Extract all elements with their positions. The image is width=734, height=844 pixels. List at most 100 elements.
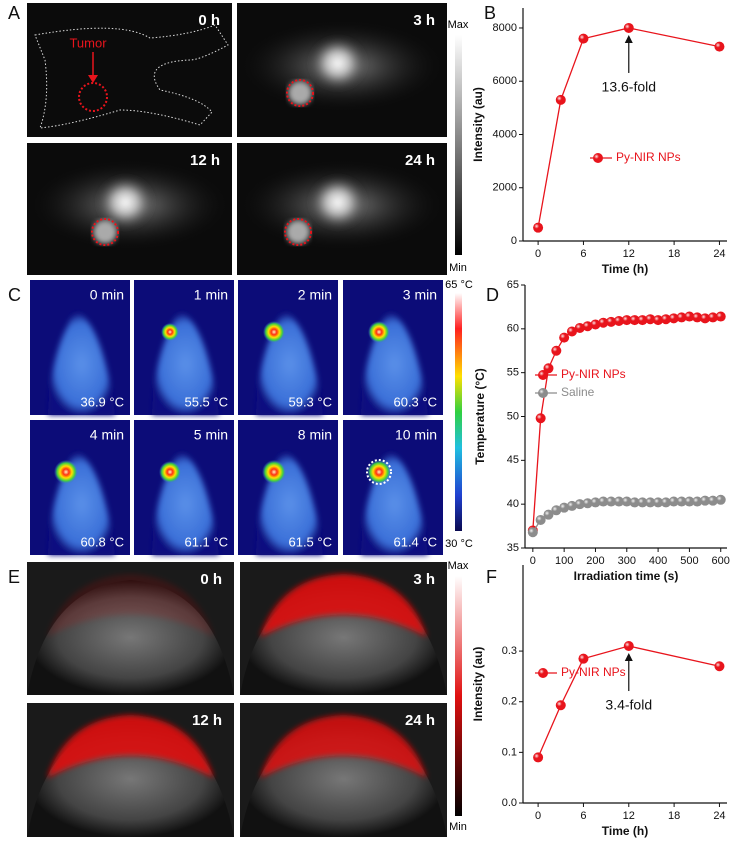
hotspot <box>161 323 179 341</box>
tumor-label: Tumor <box>69 35 107 50</box>
y-tick-label: 4000 <box>493 128 517 140</box>
marker <box>578 33 589 44</box>
legend-marker <box>538 370 548 380</box>
tumor-glow <box>286 220 310 244</box>
marker-shine <box>606 496 617 507</box>
marker <box>613 315 624 326</box>
temperature-label: 60.3 °C <box>393 394 437 409</box>
marker-shine <box>668 313 679 324</box>
x-tick-label: 300 <box>618 555 636 567</box>
x-tick-label: 24 <box>713 248 725 260</box>
marker <box>527 527 538 538</box>
marker-shine <box>660 497 671 508</box>
marker-shine <box>714 661 725 672</box>
marker-shine <box>700 313 711 324</box>
marker-shine <box>574 499 585 510</box>
panel-letter: E <box>8 567 20 587</box>
legend-shine <box>538 668 548 678</box>
marker-shine <box>684 496 695 507</box>
marker <box>555 94 566 105</box>
marker <box>715 494 726 505</box>
pa-signal <box>47 574 214 637</box>
marker <box>629 497 640 508</box>
marker <box>578 653 589 664</box>
marker <box>676 312 687 323</box>
marker <box>533 222 544 233</box>
marker <box>668 496 679 507</box>
pa-signal <box>260 715 427 778</box>
marker <box>566 500 577 511</box>
marker <box>535 413 546 424</box>
marker <box>715 311 726 322</box>
marker <box>551 345 562 356</box>
tumor-glow <box>93 220 117 244</box>
annotation: 13.6-fold <box>602 79 656 95</box>
marker <box>598 496 609 507</box>
y-tick-label: 35 <box>507 542 519 554</box>
time-label: 2 min <box>298 287 332 303</box>
marker-shine <box>559 332 570 343</box>
tumor-circle <box>284 218 312 246</box>
x-tick-label: 600 <box>712 555 730 567</box>
marker <box>637 315 648 326</box>
y-tick-label: 8000 <box>493 22 517 34</box>
marker <box>621 315 632 326</box>
marker <box>559 502 570 513</box>
y-tick-label: 0.3 <box>502 645 517 657</box>
colorbar-max: Max <box>448 19 469 31</box>
y-axis-label: Temperature (°C) <box>473 368 487 465</box>
thermal-mouse <box>48 312 115 415</box>
legend-label: Py-NIR NPs <box>561 367 626 381</box>
time-label: 8 min <box>298 427 332 443</box>
annotation-arrowhead <box>624 34 633 43</box>
x-axis-label: Irradiation time (s) <box>574 569 679 583</box>
image-label: 0 h <box>198 12 220 29</box>
marker-shine <box>559 502 570 513</box>
marker <box>582 498 593 509</box>
marker <box>566 326 577 337</box>
marker <box>700 313 711 324</box>
tumor-circle <box>366 459 392 485</box>
marker <box>606 496 617 507</box>
marker-shine <box>555 94 566 105</box>
y-tick-label: 0.1 <box>502 746 517 758</box>
marker <box>714 661 725 672</box>
y-tick-label: 6000 <box>493 75 517 87</box>
marker-shine <box>533 752 544 763</box>
marker-shine <box>645 497 656 508</box>
marker <box>653 315 664 326</box>
hotspot <box>263 321 285 343</box>
marker-shine <box>535 413 546 424</box>
marker-shine <box>637 315 648 326</box>
time-label: 4 min <box>90 427 124 443</box>
hotspot <box>367 460 391 484</box>
marker-shine <box>645 314 656 325</box>
temperature-label: 61.1 °C <box>184 534 228 549</box>
marker <box>590 319 601 330</box>
image-label: 12 h <box>192 712 222 729</box>
marker <box>692 312 703 323</box>
marker <box>613 496 624 507</box>
marker-shine <box>629 315 640 326</box>
temperature-label: 59.3 °C <box>288 394 332 409</box>
signal-glow <box>307 174 368 231</box>
colorbar-min: 30 °C <box>445 538 473 550</box>
marker <box>598 317 609 328</box>
marker <box>645 314 656 325</box>
colorbar-max: 65 °C <box>445 279 473 291</box>
panel-letter: B <box>484 3 496 23</box>
x-tick-label: 12 <box>623 810 635 822</box>
marker <box>574 499 585 510</box>
image-label: 24 h <box>405 712 435 729</box>
marker-shine <box>582 321 593 332</box>
marker <box>535 514 546 525</box>
marker <box>621 496 632 507</box>
marker <box>714 41 725 52</box>
marker <box>707 495 718 506</box>
marker <box>684 496 695 507</box>
legend-label: Saline <box>561 385 595 399</box>
hotspot <box>159 461 181 483</box>
y-tick-label: 65 <box>507 279 519 291</box>
time-label: 10 min <box>395 427 437 443</box>
